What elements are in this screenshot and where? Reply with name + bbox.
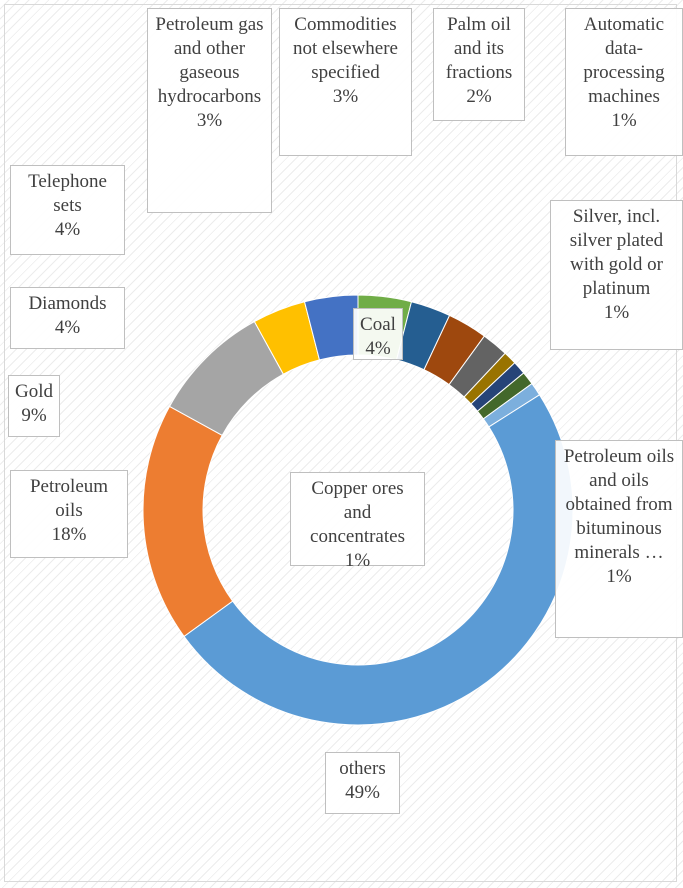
data-label: Silver, incl. silver plated with gold or… (550, 200, 683, 350)
category-text: Coal (360, 314, 396, 335)
value-text: 3% (332, 86, 359, 107)
slice (142, 405, 234, 638)
data-label: Petroleum oils and oils obtained from bi… (555, 440, 683, 638)
data-label: Copper ores and concentrates 1% (290, 472, 425, 571)
category-text: Palm oil and its fractions (445, 14, 513, 83)
category-text: Gold (15, 381, 53, 402)
category-text: others (339, 758, 386, 779)
data-label: Automatic data-processing machines 1% (565, 8, 683, 156)
category-text: Petroleum oils and oils obtained from bi… (563, 446, 675, 563)
value-text: 1% (606, 566, 632, 587)
data-label: others 49% (325, 752, 400, 814)
value-text: 9% (21, 405, 47, 426)
value-text: 49% (345, 782, 380, 803)
value-text: 4% (54, 317, 81, 338)
data-label: Commodities not elsewhere specified 3% (279, 8, 412, 156)
category-text: Automatic data-processing machines (583, 14, 665, 107)
data-label: Telephone sets 4% (10, 165, 125, 255)
category-text: Diamonds (28, 293, 107, 314)
data-label: Petroleum oils 18% (10, 470, 128, 558)
value-text: 18% (51, 524, 87, 545)
category-text: Petroleum oils (29, 476, 109, 521)
value-text: 2% (466, 86, 492, 107)
value-text: 1% (603, 302, 630, 323)
value-text: 1% (611, 110, 637, 131)
category-text: Silver, incl. silver plated with gold or… (569, 206, 664, 299)
data-label: Palm oil and its fractions 2% (433, 8, 525, 121)
data-label: Diamonds 4% (10, 287, 125, 349)
data-label: Coal 4% (353, 308, 403, 360)
value-text: 4% (365, 338, 391, 359)
value-text: 3% (196, 110, 223, 131)
category-text: Telephone sets (28, 171, 107, 216)
data-label: Petroleum gas and other gaseous hydrocar… (147, 8, 272, 213)
value-text: 1% (344, 550, 371, 571)
category-text: Copper ores and concentrates (310, 478, 405, 547)
value-text: 4% (54, 219, 81, 240)
category-text: Petroleum gas and other gaseous hydrocar… (155, 14, 264, 107)
category-text: Commodities not elsewhere specified (293, 14, 398, 83)
data-label: Gold 9% (8, 375, 60, 437)
